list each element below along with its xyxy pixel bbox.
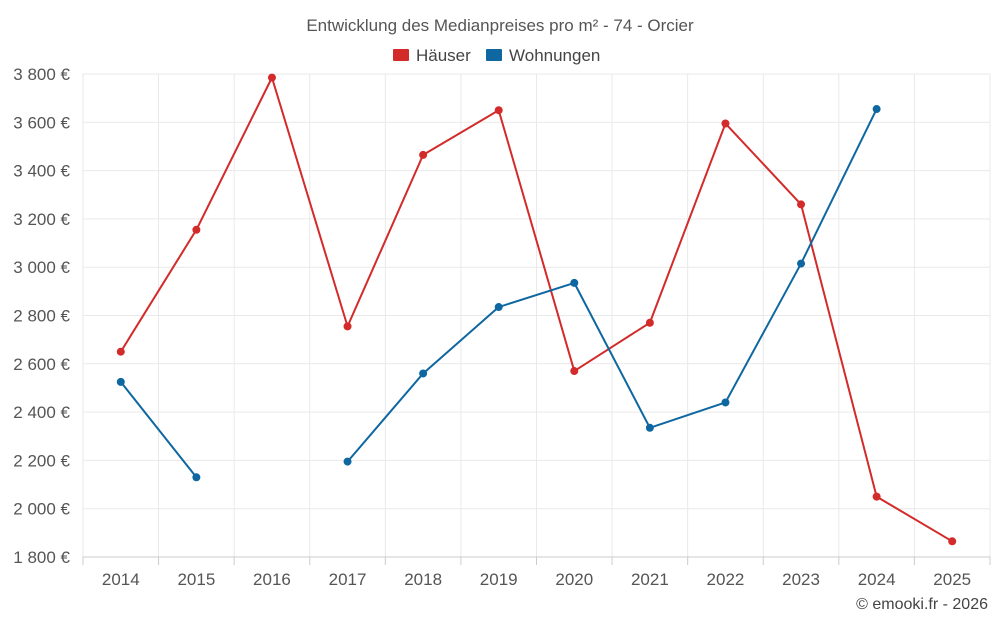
data-point-wohnungen[interactable] [570, 278, 579, 287]
x-tick-label: 2023 [782, 570, 820, 589]
y-tick-label: 2 200 € [13, 451, 70, 470]
chart-title: Entwicklung des Medianpreises pro m² - 7… [306, 16, 694, 35]
y-axis-labels: 1 800 € 2 000 € 2 200 € 2 400 € 2 600 € 2 800… [13, 65, 70, 567]
data-point-haeuser[interactable] [192, 225, 201, 234]
data-point-haeuser[interactable] [570, 367, 579, 376]
y-tick-label: 2 800 € [13, 307, 70, 326]
data-point-wohnungen[interactable] [192, 473, 201, 482]
series-haeuser [116, 73, 957, 546]
x-tick-label: 2018 [404, 570, 442, 589]
data-point-wohnungen[interactable] [645, 423, 654, 432]
series-wohnungen [116, 105, 881, 482]
data-point-haeuser[interactable] [267, 73, 276, 82]
data-point-wohnungen[interactable] [494, 303, 503, 312]
x-tick-label: 2015 [177, 570, 215, 589]
data-point-wohnungen[interactable] [872, 105, 881, 114]
legend-label-wohnungen: Wohnungen [509, 46, 600, 65]
data-point-wohnungen[interactable] [343, 457, 352, 466]
y-tick-label: 3 400 € [13, 162, 70, 181]
legend-swatch-wohnungen [486, 49, 502, 61]
x-tick-label: 2024 [858, 570, 896, 589]
y-tick-label: 3 800 € [13, 65, 70, 84]
x-tick-label: 2021 [631, 570, 669, 589]
y-tick-label: 2 000 € [13, 500, 70, 519]
y-tick-label: 2 600 € [13, 355, 70, 374]
data-point-haeuser[interactable] [494, 106, 503, 115]
y-tick-label: 3 000 € [13, 258, 70, 277]
data-point-haeuser[interactable] [948, 537, 957, 546]
y-tick-label: 1 800 € [13, 548, 70, 567]
x-tick-label: 2016 [253, 570, 291, 589]
data-point-haeuser[interactable] [797, 200, 806, 209]
data-point-haeuser[interactable] [343, 322, 352, 331]
series-line-haeuser [119, 76, 953, 543]
x-tick-label: 2014 [102, 570, 140, 589]
x-tick-label: 2019 [480, 570, 518, 589]
x-tick-label: 2025 [933, 570, 971, 589]
grid [82, 73, 991, 565]
data-point-haeuser[interactable] [872, 492, 881, 501]
data-point-haeuser[interactable] [721, 119, 730, 128]
legend-swatch-haeuser [393, 49, 409, 61]
y-tick-label: 2 400 € [13, 403, 70, 422]
data-point-wohnungen[interactable] [116, 377, 125, 386]
data-point-haeuser[interactable] [645, 318, 654, 327]
data-point-wohnungen[interactable] [797, 259, 806, 268]
data-point-haeuser[interactable] [116, 347, 125, 356]
y-tick-label: 3 600 € [13, 113, 70, 132]
data-point-wohnungen[interactable] [721, 398, 730, 407]
legend-item-wohnungen[interactable]: Wohnungen [486, 46, 600, 65]
y-tick-label: 3 200 € [13, 210, 70, 229]
legend[interactable]: Häuser Wohnungen [393, 46, 600, 65]
series-line-wohnungen [346, 108, 878, 463]
data-point-wohnungen[interactable] [419, 369, 428, 378]
x-tick-label: 2020 [555, 570, 593, 589]
series-line-wohnungen [120, 381, 198, 478]
data-point-haeuser[interactable] [419, 150, 428, 159]
legend-label-haeuser: Häuser [416, 46, 471, 65]
x-tick-label: 2017 [329, 570, 367, 589]
x-axis-labels: 2014 2015 2016 2017 2018 2019 2020 2021 2022 2023… [102, 570, 971, 589]
credit-text: © emooki.fr - 2026 [856, 596, 988, 613]
x-tick-label: 2022 [707, 570, 745, 589]
series [116, 73, 957, 546]
legend-item-haeuser[interactable]: Häuser [393, 46, 471, 65]
